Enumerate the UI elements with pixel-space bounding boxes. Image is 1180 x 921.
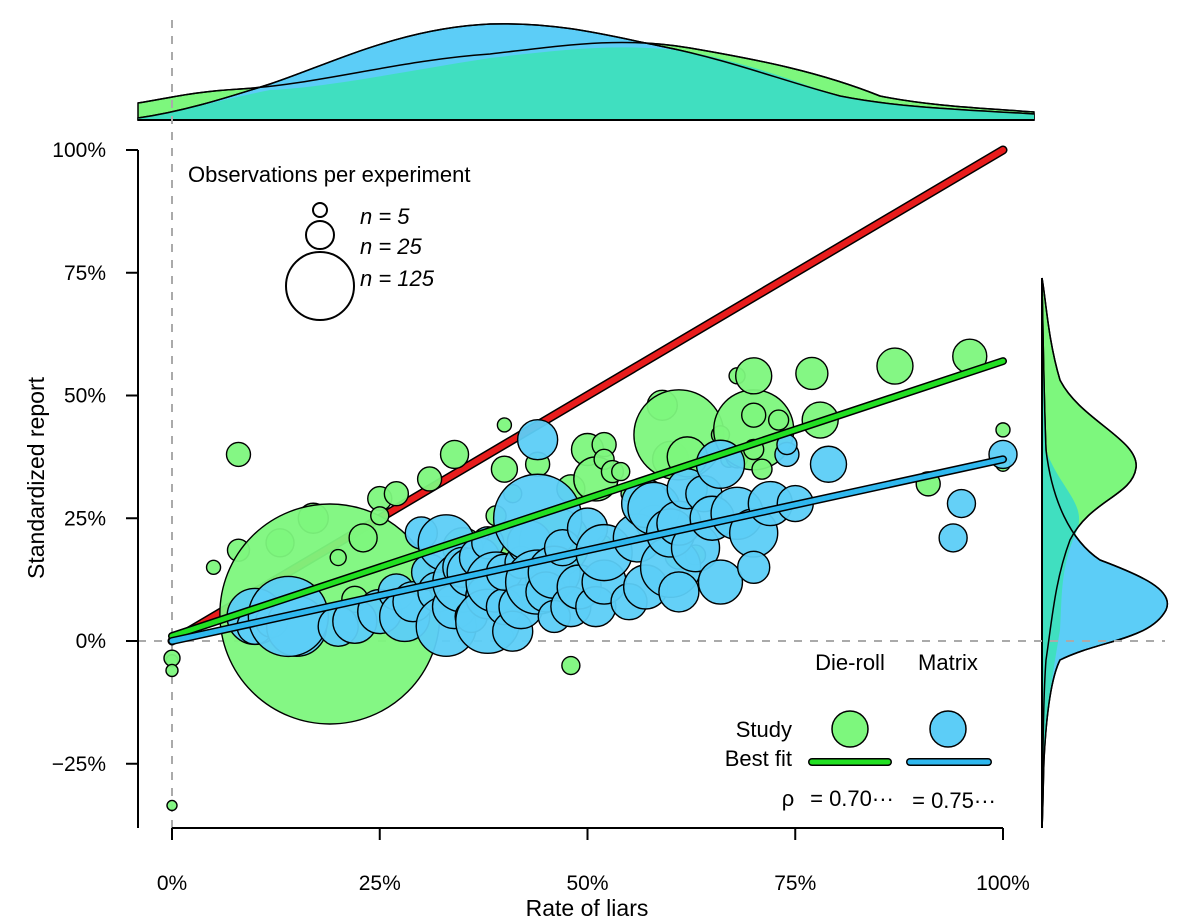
size-legend-label-small: n = 5 bbox=[360, 204, 410, 229]
die-roll-point bbox=[767, 409, 790, 431]
y-tick-label: −25% bbox=[52, 753, 106, 776]
x-tick-label: 50% bbox=[566, 872, 608, 895]
size-legend-circle-medium bbox=[305, 220, 335, 250]
die-roll-point bbox=[611, 461, 631, 482]
legend-row-study: Study bbox=[736, 717, 792, 742]
density-matrix-x-outline bbox=[137, 23, 1035, 119]
density-die-roll-x-outline bbox=[137, 41, 1035, 113]
density-overlap-x bbox=[138, 47, 1034, 121]
die-roll-point bbox=[751, 458, 773, 480]
matrix-fit-line bbox=[169, 456, 1006, 644]
y-tick-label: 75% bbox=[64, 262, 106, 285]
y-axis: 100% 75% 50% 25% 0% −25% bbox=[52, 139, 139, 828]
legend-column-matrix: Matrix bbox=[918, 650, 978, 675]
die-roll-point bbox=[561, 655, 581, 676]
right-marginal-density bbox=[1041, 277, 1169, 829]
legend-rho-matrix: = 0.75··· bbox=[912, 788, 996, 813]
top-marginal-density bbox=[137, 23, 1035, 121]
x-tick-label: 25% bbox=[359, 872, 401, 895]
size-legend-circle-small bbox=[312, 202, 328, 218]
density-matrix-y-outline bbox=[1041, 277, 1169, 829]
size-legend-title: Observations per experiment bbox=[188, 162, 470, 187]
group-legend: Die-roll Matrix Study Best fit ρ = 0.70·… bbox=[725, 650, 996, 813]
legend-column-die-roll: Die-roll bbox=[815, 650, 885, 675]
die-roll-point bbox=[166, 799, 178, 812]
matrix-point bbox=[737, 550, 771, 585]
die-roll-point bbox=[741, 402, 767, 428]
matrix-point bbox=[697, 559, 744, 605]
y-axis-title: Standardized report bbox=[23, 376, 49, 579]
die-roll-point bbox=[370, 506, 390, 526]
y-tick-label: 0% bbox=[76, 630, 106, 653]
die-roll-point bbox=[383, 481, 410, 507]
study-points bbox=[163, 338, 1018, 812]
size-legend-label-large: n = 125 bbox=[360, 266, 435, 291]
legend-rho-die-roll: = 0.70··· bbox=[810, 786, 894, 811]
die-roll-point bbox=[329, 548, 347, 567]
best-fit-lines bbox=[168, 357, 1007, 645]
die-roll-point bbox=[205, 559, 222, 576]
die-roll-point bbox=[496, 417, 513, 433]
y-tick-label: 50% bbox=[64, 385, 106, 408]
die-roll-point bbox=[995, 422, 1011, 438]
die-roll-fit-line bbox=[169, 358, 1006, 639]
legend-study-matrix bbox=[929, 710, 967, 748]
matrix-point bbox=[946, 488, 977, 519]
die-roll-point bbox=[439, 439, 470, 470]
size-legend-label-medium: n = 25 bbox=[360, 234, 423, 259]
die-roll-point bbox=[225, 441, 252, 468]
x-axis-title: Rate of liars bbox=[526, 895, 649, 921]
die-roll-point bbox=[348, 523, 378, 553]
matrix-point bbox=[658, 571, 700, 613]
y-tick-label: 100% bbox=[52, 139, 106, 162]
y-tick-label: 25% bbox=[64, 507, 106, 530]
legend-rho-symbol: ρ bbox=[782, 786, 795, 811]
die-roll-point bbox=[876, 347, 914, 385]
x-axis: 0% 25% 50% 75% 100% bbox=[157, 827, 1030, 895]
die-roll-point bbox=[490, 455, 519, 483]
matrix-point bbox=[516, 418, 559, 461]
x-tick-label: 75% bbox=[774, 872, 816, 895]
die-roll-point bbox=[795, 356, 829, 391]
legend-row-best-fit: Best fit bbox=[725, 746, 792, 771]
density-overlap-y bbox=[1042, 278, 1080, 828]
die-roll-point bbox=[735, 357, 773, 395]
x-tick-label: 0% bbox=[157, 872, 187, 895]
size-legend: Observations per experiment n = 5 n = 25… bbox=[188, 162, 470, 321]
density-die-roll-y-outline bbox=[1041, 277, 1137, 829]
size-legend-circle-large bbox=[285, 251, 355, 321]
x-tick-label: 100% bbox=[976, 872, 1030, 895]
matrix-point bbox=[809, 445, 848, 483]
matrix-point bbox=[938, 523, 968, 553]
die-roll-point bbox=[416, 466, 443, 492]
legend-study-die-roll bbox=[831, 710, 869, 748]
die-roll-point bbox=[165, 663, 179, 678]
